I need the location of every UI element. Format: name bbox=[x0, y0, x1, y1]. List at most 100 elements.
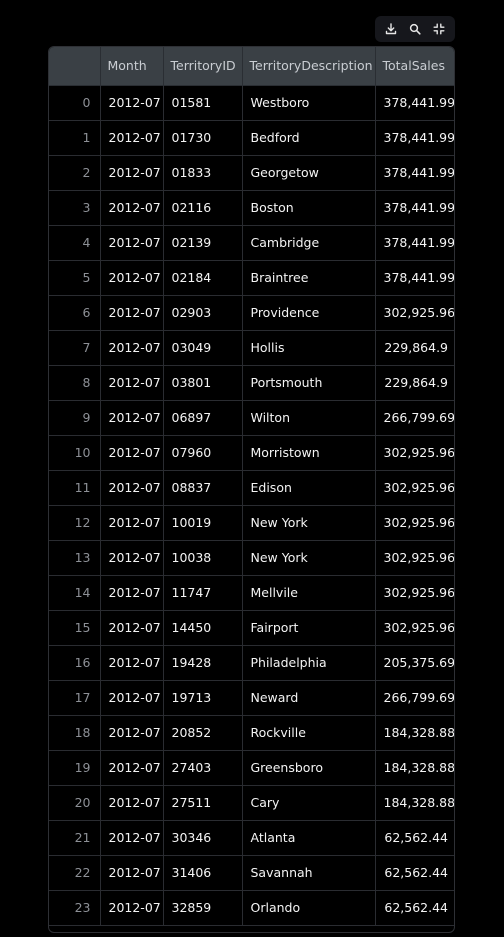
table-row[interactable]: 7 2012-07 03049 Hollis 229,864.9 bbox=[49, 330, 454, 366]
territory-id-cell[interactable]: 11747 bbox=[163, 575, 243, 611]
territory-description-cell[interactable]: Rockville bbox=[242, 715, 376, 751]
total-sales-cell[interactable]: 229,864.9 bbox=[375, 365, 454, 401]
table-row[interactable]: 18 2012-07 20852 Rockville 184,328.88 bbox=[49, 715, 454, 751]
month-cell[interactable]: 2012-07 bbox=[100, 645, 164, 681]
total-sales-cell[interactable]: 184,328.88 bbox=[375, 785, 454, 821]
territory-description-cell[interactable]: Georgetow bbox=[242, 155, 376, 191]
total-sales-cell[interactable]: 266,799.69 bbox=[375, 680, 454, 716]
total-sales-cell[interactable]: 302,925.96 bbox=[375, 295, 454, 331]
table-row[interactable]: 20 2012-07 27511 Cary 184,328.88 bbox=[49, 785, 454, 821]
total-sales-cell[interactable]: 378,441.99 bbox=[375, 85, 454, 121]
month-cell[interactable]: 2012-07 bbox=[100, 330, 164, 366]
table-row[interactable]: 2 2012-07 01833 Georgetow 378,441.99 bbox=[49, 155, 454, 191]
territory-id-cell[interactable]: 31406 bbox=[163, 855, 243, 891]
territory-description-cell[interactable]: Morristown bbox=[242, 435, 376, 471]
total-sales-cell[interactable]: 62,562.44 bbox=[375, 855, 454, 891]
territory-id-cell[interactable]: 10019 bbox=[163, 505, 243, 541]
territory-description-cell[interactable]: Cambridge bbox=[242, 225, 376, 261]
total-sales-cell[interactable]: 205,375.69 bbox=[375, 645, 454, 681]
month-cell[interactable]: 2012-07 bbox=[100, 610, 164, 646]
dataframe-grid[interactable]: Month TerritoryID TerritoryDescription Tota… bbox=[48, 46, 455, 933]
month-cell[interactable]: 2012-07 bbox=[100, 505, 164, 541]
month-cell[interactable]: 2012-07 bbox=[100, 365, 164, 401]
territory-description-cell[interactable]: Westboro bbox=[242, 85, 376, 121]
month-cell[interactable]: 2012-07 bbox=[100, 680, 164, 716]
territory-description-cell[interactable]: Cary bbox=[242, 785, 376, 821]
territory-id-cell[interactable]: 27403 bbox=[163, 750, 243, 786]
territory-id-cell[interactable]: 07960 bbox=[163, 435, 243, 471]
total-sales-cell[interactable]: 302,925.96 bbox=[375, 435, 454, 471]
search-button[interactable] bbox=[404, 18, 426, 40]
total-sales-cell[interactable]: 184,328.88 bbox=[375, 715, 454, 751]
territory-id-cell[interactable]: 08837 bbox=[163, 470, 243, 506]
territory-description-cell[interactable]: Philadelphia bbox=[242, 645, 376, 681]
table-row[interactable]: 3 2012-07 02116 Boston 378,441.99 bbox=[49, 190, 454, 226]
total-sales-cell[interactable]: 378,441.99 bbox=[375, 260, 454, 296]
table-row[interactable]: 0 2012-07 01581 Westboro 378,441.99 bbox=[49, 85, 454, 121]
total-sales-cell[interactable]: 378,441.99 bbox=[375, 190, 454, 226]
month-cell[interactable]: 2012-07 bbox=[100, 715, 164, 751]
territory-id-cell[interactable]: 27511 bbox=[163, 785, 243, 821]
territory-description-cell[interactable]: Boston bbox=[242, 190, 376, 226]
month-cell[interactable]: 2012-07 bbox=[100, 120, 164, 156]
table-row[interactable]: 13 2012-07 10038 New York 302,925.96 bbox=[49, 540, 454, 576]
territory-id-cell[interactable]: 03049 bbox=[163, 330, 243, 366]
territory-id-cell[interactable]: 02139 bbox=[163, 225, 243, 261]
total-sales-cell[interactable]: 229,864.9 bbox=[375, 330, 454, 366]
territory-description-cell[interactable]: Bedford bbox=[242, 120, 376, 156]
territory-id-cell[interactable]: 02116 bbox=[163, 190, 243, 226]
download-button[interactable] bbox=[380, 18, 402, 40]
total-sales-cell[interactable]: 302,925.96 bbox=[375, 470, 454, 506]
total-sales-cell[interactable]: 62,562.44 bbox=[375, 820, 454, 856]
month-cell[interactable]: 2012-07 bbox=[100, 540, 164, 576]
territory-id-cell[interactable]: 19428 bbox=[163, 645, 243, 681]
territory-id-cell[interactable]: 01730 bbox=[163, 120, 243, 156]
month-cell[interactable]: 2012-07 bbox=[100, 855, 164, 891]
total-sales-cell[interactable]: 62,562.44 bbox=[375, 890, 454, 926]
territory-description-cell[interactable]: Hollis bbox=[242, 330, 376, 366]
territory-description-cell[interactable]: New York bbox=[242, 505, 376, 541]
total-sales-cell[interactable]: 378,441.99 bbox=[375, 155, 454, 191]
total-sales-cell[interactable]: 302,925.96 bbox=[375, 575, 454, 611]
territory-id-cell[interactable]: 02903 bbox=[163, 295, 243, 331]
table-row[interactable]: 22 2012-07 31406 Savannah 62,562.44 bbox=[49, 855, 454, 891]
territory-id-cell[interactable]: 01581 bbox=[163, 85, 243, 121]
table-row[interactable]: 6 2012-07 02903 Providence 302,925.96 bbox=[49, 295, 454, 331]
total-sales-cell[interactable]: 302,925.96 bbox=[375, 540, 454, 576]
month-cell[interactable]: 2012-07 bbox=[100, 890, 164, 926]
territory-id-cell[interactable]: 20852 bbox=[163, 715, 243, 751]
month-cell[interactable]: 2012-07 bbox=[100, 85, 164, 121]
territory-id-cell[interactable]: 10038 bbox=[163, 540, 243, 576]
month-cell[interactable]: 2012-07 bbox=[100, 155, 164, 191]
header-territory-id[interactable]: TerritoryID bbox=[163, 47, 243, 86]
month-cell[interactable]: 2012-07 bbox=[100, 785, 164, 821]
fullscreen-button[interactable] bbox=[428, 18, 450, 40]
table-row[interactable]: 1 2012-07 01730 Bedford 378,441.99 bbox=[49, 120, 454, 156]
total-sales-cell[interactable]: 378,441.99 bbox=[375, 120, 454, 156]
territory-description-cell[interactable]: Providence bbox=[242, 295, 376, 331]
territory-description-cell[interactable]: New York bbox=[242, 540, 376, 576]
territory-description-cell[interactable]: Portsmouth bbox=[242, 365, 376, 401]
table-row[interactable]: 9 2012-07 06897 Wilton 266,799.69 bbox=[49, 400, 454, 436]
territory-id-cell[interactable]: 01833 bbox=[163, 155, 243, 191]
territory-description-cell[interactable]: Greensboro bbox=[242, 750, 376, 786]
month-cell[interactable]: 2012-07 bbox=[100, 435, 164, 471]
territory-id-cell[interactable]: 32859 bbox=[163, 890, 243, 926]
header-total-sales[interactable]: TotalSales bbox=[375, 47, 454, 86]
table-row[interactable]: 12 2012-07 10019 New York 302,925.96 bbox=[49, 505, 454, 541]
territory-description-cell[interactable]: Edison bbox=[242, 470, 376, 506]
territory-description-cell[interactable]: Neward bbox=[242, 680, 376, 716]
header-territory-description[interactable]: TerritoryDescription bbox=[242, 47, 376, 86]
month-cell[interactable]: 2012-07 bbox=[100, 575, 164, 611]
table-row[interactable]: 10 2012-07 07960 Morristown 302,925.96 bbox=[49, 435, 454, 471]
month-cell[interactable]: 2012-07 bbox=[100, 400, 164, 436]
table-row[interactable]: 15 2012-07 14450 Fairport 302,925.96 bbox=[49, 610, 454, 646]
territory-id-cell[interactable]: 14450 bbox=[163, 610, 243, 646]
table-row[interactable]: 8 2012-07 03801 Portsmouth 229,864.9 bbox=[49, 365, 454, 401]
month-cell[interactable]: 2012-07 bbox=[100, 470, 164, 506]
table-row[interactable]: 11 2012-07 08837 Edison 302,925.96 bbox=[49, 470, 454, 506]
territory-id-cell[interactable]: 03801 bbox=[163, 365, 243, 401]
territory-id-cell[interactable]: 02184 bbox=[163, 260, 243, 296]
territory-description-cell[interactable]: Atlanta bbox=[242, 820, 376, 856]
territory-id-cell[interactable]: 30346 bbox=[163, 820, 243, 856]
